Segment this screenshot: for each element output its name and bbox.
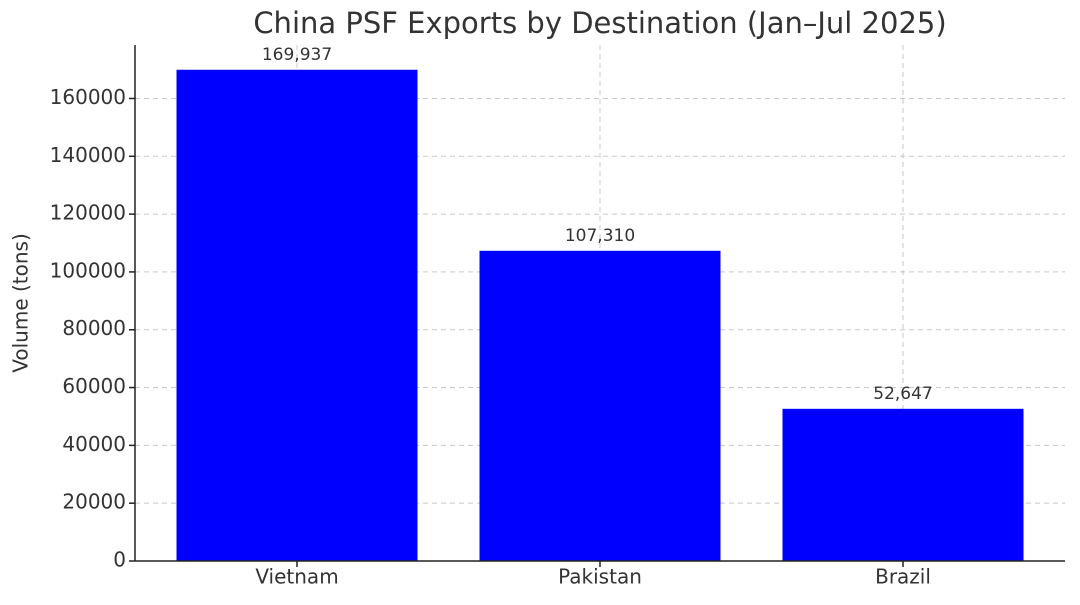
- value-label: 52,647: [873, 384, 932, 404]
- x-tick-label: Pakistan: [558, 565, 642, 589]
- y-tick-label: 0: [113, 548, 126, 572]
- y-tick-label: 80000: [62, 316, 126, 340]
- bar: [479, 250, 721, 561]
- chart-title: China PSF Exports by Destination (Jan–Ju…: [253, 6, 946, 40]
- value-label: 107,310: [565, 226, 635, 246]
- bar: [782, 408, 1024, 561]
- bar: [176, 69, 418, 562]
- y-tick-label: 140000: [50, 143, 126, 167]
- y-tick-label: 60000: [62, 374, 126, 398]
- x-tick-label: Vietnam: [255, 565, 338, 589]
- y-tick-label: 20000: [62, 490, 126, 514]
- y-tick-label: 160000: [50, 85, 126, 109]
- y-tick-label: 120000: [50, 201, 126, 225]
- x-tick-label: Brazil: [875, 565, 931, 589]
- value-label: 169,937: [262, 45, 332, 65]
- y-tick-label: 100000: [50, 258, 126, 282]
- y-axis-label: Volume (tons): [9, 233, 33, 373]
- y-tick-label: 40000: [62, 432, 126, 456]
